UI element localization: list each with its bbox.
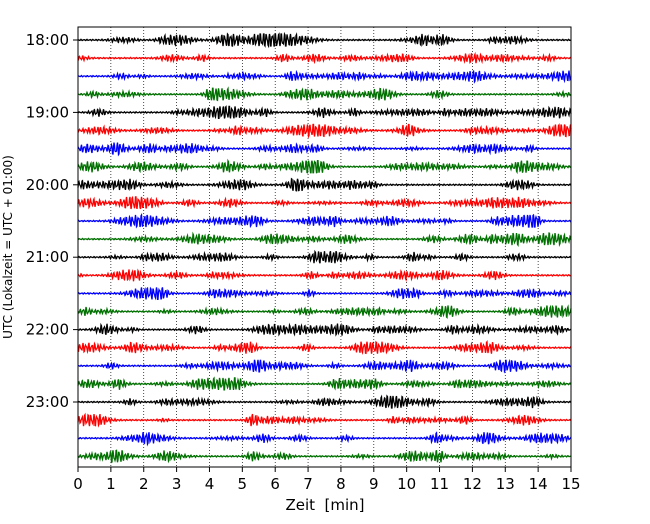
x-tick-label: 11 [430,475,449,493]
seismic-trace [77,51,572,65]
x-tick-label: 12 [463,475,482,493]
y-axis-label: UTC (Lokalzeit = UTC + 01:00) [1,155,15,339]
seismic-trace [77,86,572,102]
x-tick-label: 10 [397,475,416,493]
seismic-trace [77,394,572,409]
x-tick-label: 4 [205,475,215,493]
y-tick-label: 22:00 [26,321,69,339]
seismic-trace [77,376,572,391]
traces [77,31,572,464]
x-tick-label: 14 [529,475,548,493]
seismic-trace [77,322,572,337]
x-tick-label: 6 [270,475,280,493]
x-tick-label: 2 [139,475,149,493]
seismic-trace [77,69,572,84]
x-tick-label: 1 [106,475,116,493]
seismic-trace [77,195,572,210]
seismic-trace [77,105,572,120]
x-tick-label: 7 [303,475,313,493]
x-tick-label: 3 [172,475,182,493]
x-tick-label: 8 [336,475,346,493]
x-axis-ticks: 0 1 2 3 4 5 6 7 8 9 10 11 12 13 14 15 [73,467,581,493]
x-axis-label: Zeit [min] [285,496,364,514]
seismic-trace [77,31,572,49]
seismic-trace [77,231,572,248]
y-axis-ticks: 18:00 19:00 20:00 21:00 22:00 23:00 [26,31,78,411]
y-tick-label: 19:00 [26,103,69,121]
seismic-trace [77,142,572,157]
seismic-trace [77,177,572,192]
y-tick-label: 21:00 [26,248,69,266]
seismic-trace [77,449,572,464]
y-tick-label: 23:00 [26,393,69,411]
x-tick-label: 13 [496,475,515,493]
seismic-trace [77,339,572,356]
x-tick-label: 5 [238,475,248,493]
seismic-trace [77,412,572,428]
seismic-trace [77,431,572,447]
x-tick-label: 0 [73,475,83,493]
seismic-trace [77,249,572,264]
plot-frame [77,26,572,468]
seismic-trace [77,304,572,319]
seismic-trace [77,123,572,139]
y-tick-label: 18:00 [26,31,69,49]
seismic-trace [77,268,572,282]
seismic-trace [77,212,572,229]
grid-lines [110,27,539,467]
y-tick-label: 20:00 [26,176,69,194]
x-tick-label: 9 [369,475,379,493]
x-tick-label: 15 [561,475,580,493]
seismic-trace [77,358,572,374]
seismic-trace [77,158,572,175]
seismic-trace [77,286,572,301]
